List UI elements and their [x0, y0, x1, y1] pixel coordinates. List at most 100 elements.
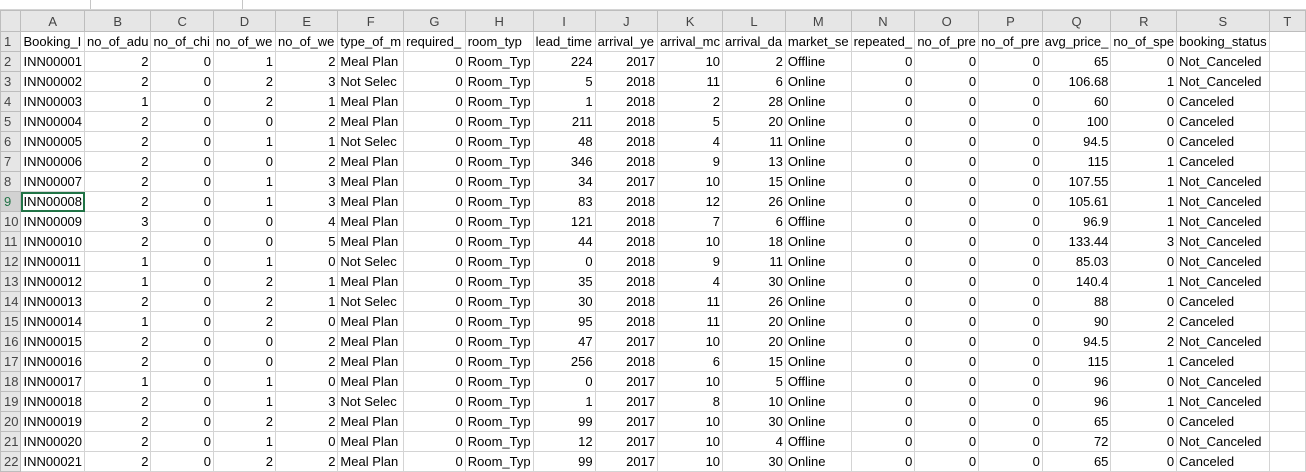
cell-i[interactable]: 1 — [532, 391, 596, 412]
cell-r[interactable]: 0 — [1110, 411, 1178, 432]
column-title-cell[interactable]: arrival_mc — [657, 31, 724, 52]
cell-p[interactable]: 0 — [978, 71, 1043, 92]
cell-j[interactable]: 2018 — [594, 211, 659, 232]
cell-c[interactable]: 0 — [150, 251, 214, 272]
cell-h[interactable]: Room_Typ — [464, 211, 534, 232]
cell-o[interactable]: 0 — [914, 291, 980, 312]
cell-c[interactable]: 0 — [150, 451, 214, 472]
cell-e[interactable]: 2 — [274, 331, 339, 352]
cell-n[interactable]: 0 — [850, 411, 916, 432]
cell-m[interactable]: Online — [784, 291, 852, 312]
cell-a[interactable]: INN00007 — [20, 171, 86, 192]
cell-k[interactable]: 12 — [657, 191, 724, 212]
cell-d[interactable]: 0 — [212, 151, 276, 172]
cell-j[interactable]: 2018 — [594, 351, 659, 372]
cell-t[interactable] — [1268, 251, 1306, 272]
cell-k[interactable]: 2 — [657, 91, 724, 112]
cell-o[interactable]: 0 — [914, 231, 980, 252]
row-header[interactable]: 17 — [0, 351, 22, 372]
cell-r[interactable]: 1 — [1110, 171, 1178, 192]
column-title-cell[interactable]: required_ — [403, 31, 466, 52]
cell-a[interactable]: INN00018 — [20, 391, 86, 412]
row-header[interactable]: 13 — [0, 271, 22, 292]
cell-d[interactable]: 1 — [212, 251, 276, 272]
cell-s[interactable]: Not_Canceled — [1176, 271, 1270, 292]
cell-n[interactable]: 0 — [850, 111, 916, 132]
cell-s[interactable]: Not_Canceled — [1176, 51, 1270, 72]
cell-t[interactable] — [1268, 271, 1306, 292]
cell-e[interactable]: 3 — [274, 71, 339, 92]
cell-q[interactable]: 106.68 — [1041, 71, 1112, 92]
cell-e[interactable]: 3 — [274, 191, 339, 212]
cell-g[interactable]: 0 — [403, 131, 466, 152]
cell-b[interactable]: 2 — [84, 191, 152, 212]
cell-a[interactable]: INN00019 — [20, 411, 86, 432]
cell-b[interactable]: 2 — [84, 151, 152, 172]
cell-e[interactable]: 5 — [274, 231, 339, 252]
cell-e[interactable]: 2 — [274, 151, 339, 172]
cell-b[interactable]: 2 — [84, 451, 152, 472]
cell-m[interactable]: Online — [784, 251, 852, 272]
cell-n[interactable]: 0 — [850, 431, 916, 452]
cell-g[interactable]: 0 — [403, 371, 466, 392]
cell-t[interactable] — [1268, 331, 1306, 352]
cell-d[interactable]: 0 — [212, 211, 276, 232]
cell-n[interactable]: 0 — [850, 391, 916, 412]
cell-r[interactable]: 0 — [1110, 451, 1178, 472]
row-header[interactable]: 18 — [0, 371, 22, 392]
cell-i[interactable]: 83 — [532, 191, 596, 212]
column-header-o[interactable]: O — [914, 10, 980, 32]
cell-t[interactable] — [1268, 151, 1306, 172]
cell-d[interactable]: 2 — [212, 271, 276, 292]
cell-o[interactable]: 0 — [914, 391, 980, 412]
cell-i[interactable]: 224 — [532, 51, 596, 72]
cell-m[interactable]: Offline — [784, 51, 852, 72]
cell-o[interactable]: 0 — [914, 151, 980, 172]
cell-t[interactable] — [1268, 391, 1306, 412]
cell-h[interactable]: Room_Typ — [464, 91, 534, 112]
cell-p[interactable]: 0 — [978, 251, 1043, 272]
cell-k[interactable]: 6 — [657, 351, 724, 372]
cell-d[interactable]: 2 — [212, 411, 276, 432]
cell-c[interactable]: 0 — [150, 271, 214, 292]
row-header[interactable]: 16 — [0, 331, 22, 352]
cell-m[interactable]: Online — [784, 111, 852, 132]
cell-d[interactable]: 0 — [212, 231, 276, 252]
cell-h[interactable]: Room_Typ — [464, 451, 534, 472]
cell-i[interactable]: 30 — [532, 291, 596, 312]
cell-i[interactable]: 95 — [532, 311, 596, 332]
cell-o[interactable]: 0 — [914, 271, 980, 292]
cell-h[interactable]: Room_Typ — [464, 291, 534, 312]
cell-l[interactable]: 26 — [722, 291, 786, 312]
cell-s[interactable]: Not_Canceled — [1176, 171, 1270, 192]
cell-n[interactable]: 0 — [850, 451, 916, 472]
cell-h[interactable]: Room_Typ — [464, 71, 534, 92]
cell-t[interactable] — [1268, 431, 1306, 452]
cell-g[interactable]: 0 — [403, 271, 466, 292]
cell-e[interactable]: 3 — [274, 391, 339, 412]
row-header[interactable]: 7 — [0, 151, 22, 172]
cell-p[interactable]: 0 — [978, 331, 1043, 352]
cell-m[interactable]: Offline — [784, 211, 852, 232]
cell-o[interactable]: 0 — [914, 371, 980, 392]
cell-i[interactable]: 1 — [532, 91, 596, 112]
cell-b[interactable]: 2 — [84, 351, 152, 372]
cell-c[interactable]: 0 — [150, 191, 214, 212]
cell-m[interactable]: Online — [784, 71, 852, 92]
cell-f[interactable]: Not Selec — [337, 391, 405, 412]
cell-q[interactable]: 107.55 — [1041, 171, 1112, 192]
cell-e[interactable]: 0 — [274, 371, 339, 392]
cell-f[interactable]: Not Selec — [337, 131, 405, 152]
cell-c[interactable]: 0 — [150, 391, 214, 412]
column-title-cell[interactable] — [1268, 31, 1306, 52]
cell-d[interactable]: 1 — [212, 431, 276, 452]
cell-r[interactable]: 0 — [1110, 371, 1178, 392]
cell-f[interactable]: Meal Plan — [337, 431, 405, 452]
cell-o[interactable]: 0 — [914, 251, 980, 272]
cell-c[interactable]: 0 — [150, 91, 214, 112]
cell-e[interactable]: 0 — [274, 311, 339, 332]
column-title-cell[interactable]: repeated_ — [850, 31, 916, 52]
cell-l[interactable]: 6 — [722, 211, 786, 232]
cell-j[interactable]: 2017 — [594, 331, 659, 352]
cell-t[interactable] — [1268, 211, 1306, 232]
